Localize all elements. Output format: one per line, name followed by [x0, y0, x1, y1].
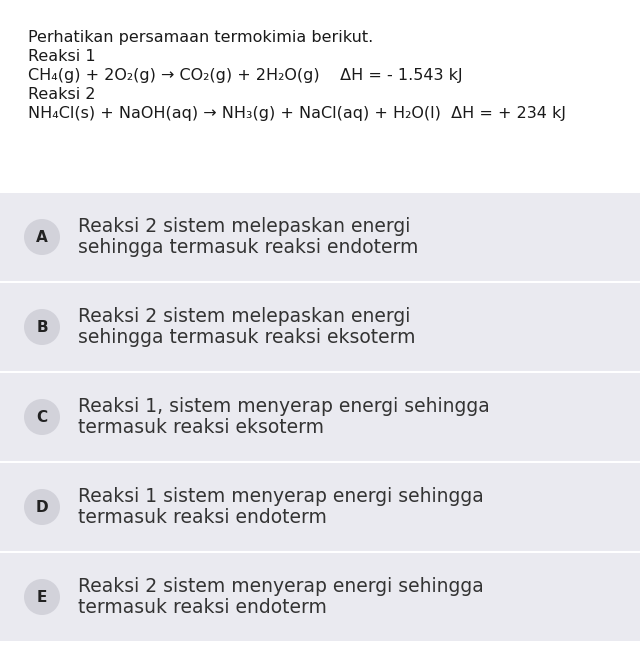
Text: Reaksi 2: Reaksi 2	[28, 87, 95, 102]
Text: CH₄(g) + 2O₂(g) → CO₂(g) + 2H₂O(g)    ΔH = - 1.543 kJ: CH₄(g) + 2O₂(g) → CO₂(g) + 2H₂O(g) ΔH = …	[28, 68, 463, 83]
Text: B: B	[36, 320, 48, 335]
Text: D: D	[36, 499, 48, 515]
Circle shape	[24, 309, 60, 345]
Text: NH₄Cl(s) + NaOH(aq) → NH₃(g) + NaCl(aq) + H₂O(l)  ΔH = + 234 kJ: NH₄Cl(s) + NaOH(aq) → NH₃(g) + NaCl(aq) …	[28, 106, 566, 121]
Text: Reaksi 1, sistem menyerap energi sehingga: Reaksi 1, sistem menyerap energi sehingg…	[78, 397, 490, 416]
Circle shape	[24, 219, 60, 255]
Text: C: C	[36, 410, 47, 424]
FancyBboxPatch shape	[0, 373, 640, 461]
FancyBboxPatch shape	[0, 463, 640, 551]
Text: A: A	[36, 229, 48, 244]
Text: termasuk reaksi endoterm: termasuk reaksi endoterm	[78, 508, 327, 527]
Text: Reaksi 2 sistem melepaskan energi: Reaksi 2 sistem melepaskan energi	[78, 217, 410, 236]
FancyBboxPatch shape	[0, 193, 640, 281]
FancyBboxPatch shape	[0, 553, 640, 641]
Text: Perhatikan persamaan termokimia berikut.: Perhatikan persamaan termokimia berikut.	[28, 30, 373, 45]
FancyBboxPatch shape	[0, 283, 640, 371]
Text: termasuk reaksi endoterm: termasuk reaksi endoterm	[78, 598, 327, 617]
FancyBboxPatch shape	[0, 0, 640, 193]
Text: Reaksi 2 sistem menyerap energi sehingga: Reaksi 2 sistem menyerap energi sehingga	[78, 577, 484, 596]
Text: E: E	[37, 590, 47, 605]
Text: Reaksi 1: Reaksi 1	[28, 49, 95, 64]
Circle shape	[24, 399, 60, 435]
Text: sehingga termasuk reaksi endoterm: sehingga termasuk reaksi endoterm	[78, 238, 419, 257]
Circle shape	[24, 579, 60, 615]
Text: termasuk reaksi eksoterm: termasuk reaksi eksoterm	[78, 418, 324, 437]
Circle shape	[24, 489, 60, 525]
Text: Reaksi 1 sistem menyerap energi sehingga: Reaksi 1 sistem menyerap energi sehingga	[78, 487, 484, 506]
Text: Reaksi 2 sistem melepaskan energi: Reaksi 2 sistem melepaskan energi	[78, 307, 410, 326]
Text: sehingga termasuk reaksi eksoterm: sehingga termasuk reaksi eksoterm	[78, 328, 415, 347]
